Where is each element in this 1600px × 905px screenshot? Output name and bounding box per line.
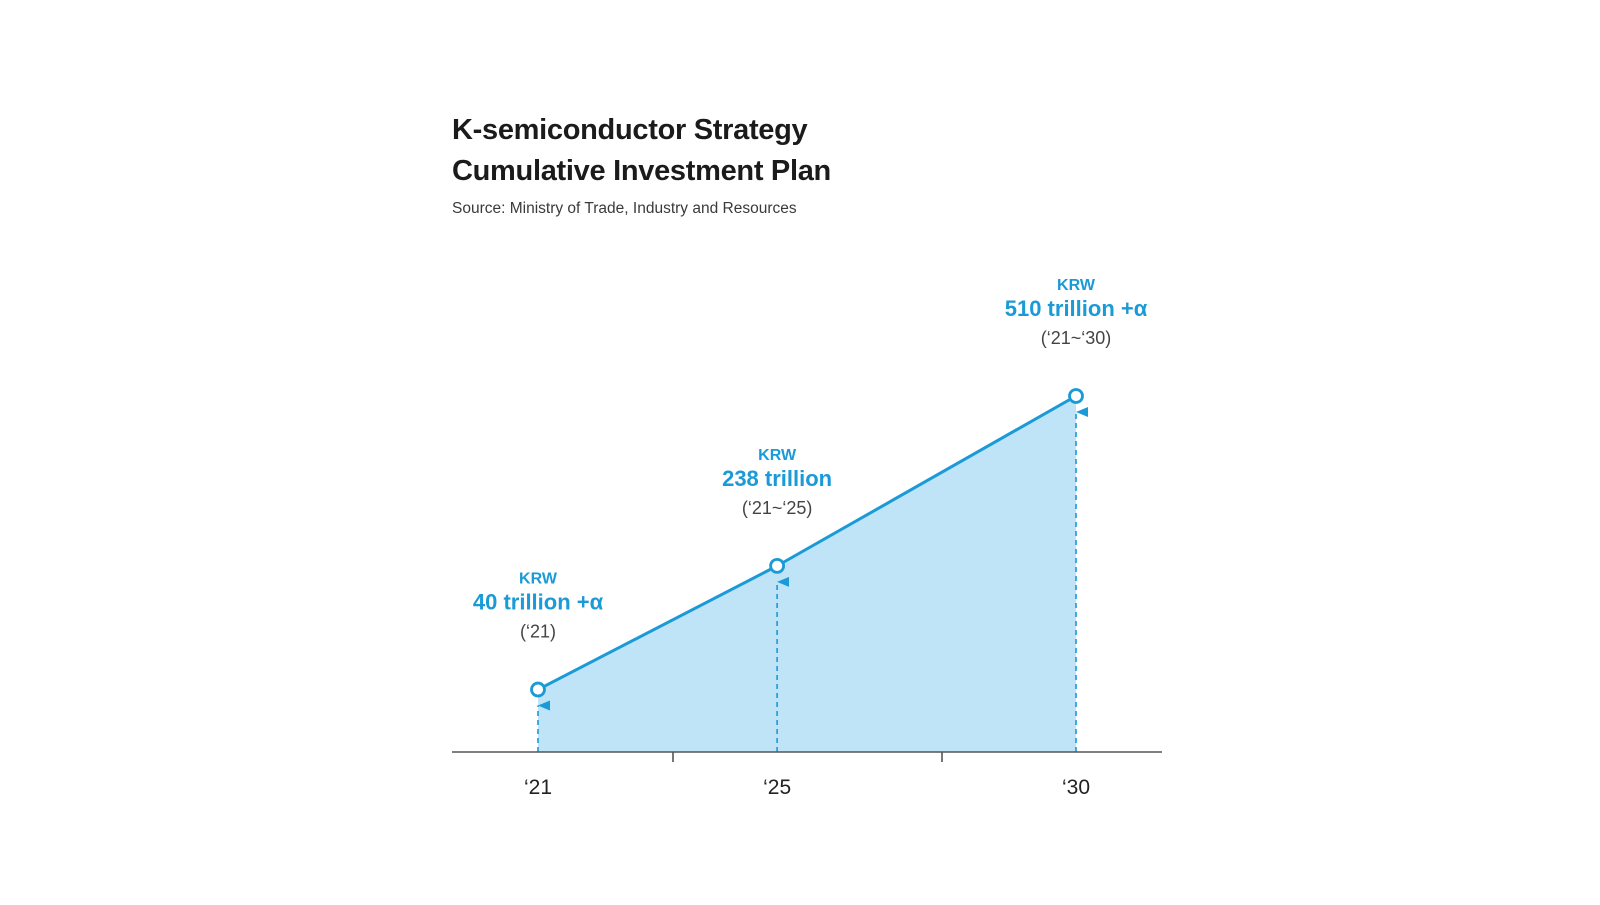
data-point-1 xyxy=(769,557,786,574)
data-point-0 xyxy=(530,681,546,698)
chart-title-line-1: K-semiconductor Strategy xyxy=(452,114,808,146)
chart-title: K-semiconductor Strategy Cumulative Inve… xyxy=(452,110,1152,192)
x-tick-label-2: ‘30 xyxy=(1062,776,1090,799)
x-tick-label-0: ‘21 xyxy=(524,776,552,799)
annotation-currency-1: KRW xyxy=(758,447,797,464)
chart-source: Source: Ministry of Trade, Industry and … xyxy=(452,200,797,217)
data-point-2 xyxy=(1068,388,1084,404)
chart-title-line-2: Cumulative Investment Plan xyxy=(452,155,831,187)
annotation-currency-0: KRW xyxy=(519,571,558,588)
annotation-value-0: 40 trillion +α xyxy=(473,590,604,615)
area-fill xyxy=(538,396,1076,752)
x-tick-label-1: ‘25 xyxy=(763,776,791,799)
annotation-period-0: (‘21) xyxy=(520,622,556,642)
annotation-period-1: (‘21~‘25) xyxy=(742,498,813,518)
annotation-currency-2: KRW xyxy=(1057,277,1096,294)
annotation-period-2: (‘21~‘30) xyxy=(1041,328,1112,348)
annotation-value-2: 510 trillion +α xyxy=(1005,296,1148,321)
annotation-value-1: 238 trillion xyxy=(722,466,832,491)
